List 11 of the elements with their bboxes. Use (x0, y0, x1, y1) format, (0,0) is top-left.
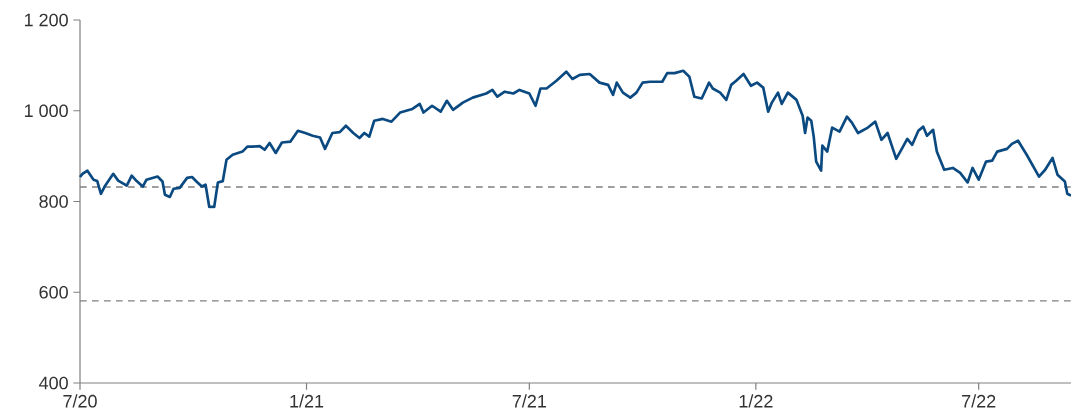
line-series (78, 69, 1071, 209)
x-tick-label: 7/22 (962, 394, 996, 408)
y-tick-label: 400 (39, 376, 68, 390)
x-tick-label: 7/21 (512, 394, 546, 408)
y-tick-label: 600 (39, 285, 68, 299)
y-tick-label: 1 200 (24, 13, 68, 27)
y-tick-label: 1 000 (24, 104, 68, 118)
y-tick-label: 800 (39, 195, 68, 208)
x-tick-label: 1/22 (739, 394, 773, 408)
x-tick-label: 1/21 (290, 394, 324, 408)
x-tick-label: 7/20 (63, 394, 97, 408)
